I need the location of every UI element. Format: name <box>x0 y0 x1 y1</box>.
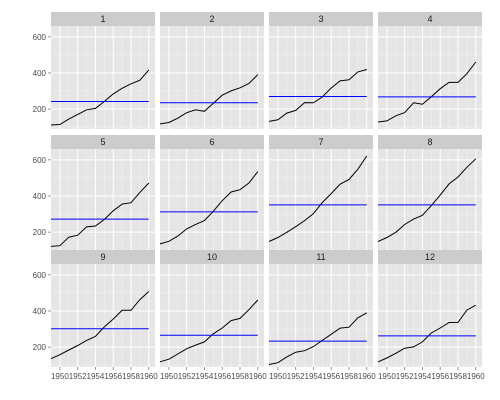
x-tick-label: 1960 <box>140 372 158 381</box>
x-tick-label: 1950 <box>160 372 178 381</box>
x-tick-label: 1954 <box>305 372 323 381</box>
x-tick-label: 1952 <box>69 372 87 381</box>
facet-label: 11 <box>316 252 325 262</box>
series-line-8 <box>377 158 477 242</box>
facet-label: 6 <box>209 137 214 147</box>
series-line-4 <box>377 61 477 123</box>
facet-panel-6: 6 <box>159 135 264 252</box>
panel-background <box>51 149 155 252</box>
series-line-7 <box>268 155 368 242</box>
facet-label: 9 <box>100 252 105 262</box>
series-line-10 <box>159 299 259 363</box>
x-tick-label: 1950 <box>269 372 287 381</box>
facet-label: 1 <box>100 14 105 24</box>
facet-panel-2: 2 <box>159 12 264 129</box>
facet-strip-3 <box>269 12 373 26</box>
panels: 1 2 3 45 6 7 89 10 11 12 <box>50 12 482 367</box>
panel-background <box>51 26 155 129</box>
facet-strip-8 <box>378 135 482 149</box>
x-tick-label: 1950 <box>51 372 69 381</box>
y-axis: 200 400 600 200 400 600 200 400 600 <box>33 33 51 352</box>
panel-background <box>160 149 264 252</box>
facet-panel-1: 1 <box>50 12 155 129</box>
x-tick-label: 1960 <box>249 372 267 381</box>
y-tick-label: 400 <box>33 69 47 78</box>
facet-panel-10: 10 <box>159 250 264 367</box>
facet-label: 8 <box>427 137 432 147</box>
y-tick-label: 600 <box>33 33 47 42</box>
panel-background <box>378 264 482 367</box>
x-tick-label: 1958 <box>449 372 467 381</box>
facet-strip-12 <box>378 250 482 264</box>
facet-panel-9: 9 <box>50 250 155 367</box>
panel-background <box>269 264 373 367</box>
y-tick-label: 200 <box>33 105 47 114</box>
series-line-1 <box>50 69 150 126</box>
panel-background <box>378 149 482 252</box>
facet-strip-5 <box>51 135 155 149</box>
panel-background <box>160 26 264 129</box>
facet-panel-5: 5 <box>50 135 155 252</box>
series-line-3 <box>268 69 367 122</box>
series-line-6 <box>159 171 259 245</box>
y-tick-label: 600 <box>33 156 47 165</box>
series-line-11 <box>268 312 368 365</box>
facet-label: 5 <box>100 137 105 147</box>
facet-label: 10 <box>207 252 217 262</box>
facet-panel-12: 12 <box>377 250 482 367</box>
facet-strip-11 <box>269 250 373 264</box>
x-tick-label: 1950 <box>378 372 396 381</box>
facet-strip-10 <box>160 250 264 264</box>
facet-label: 3 <box>318 14 323 24</box>
x-tick-label: 1960 <box>467 372 485 381</box>
series-line-12 <box>377 304 477 363</box>
x-tick-label: 1956 <box>213 372 231 381</box>
x-tick-label: 1952 <box>178 372 196 381</box>
x-tick-label: 1954 <box>414 372 432 381</box>
panel-background <box>160 264 264 367</box>
y-tick-label: 400 <box>33 307 47 316</box>
facet-label: 7 <box>318 137 323 147</box>
y-tick-label: 400 <box>33 192 47 201</box>
y-tick-label: 200 <box>33 343 47 352</box>
x-tick-label: 1952 <box>396 372 414 381</box>
facet-strip-6 <box>160 135 264 149</box>
facet-panel-4: 4 <box>377 12 482 129</box>
facet-strip-2 <box>160 12 264 26</box>
series-line-9 <box>50 291 150 360</box>
x-tick-label: 1956 <box>322 372 340 381</box>
x-tick-label: 1958 <box>122 372 140 381</box>
series-line-5 <box>50 182 150 247</box>
facet-panel-3: 3 <box>268 12 373 129</box>
panel-background <box>269 26 373 129</box>
x-tick-label: 1954 <box>87 372 105 381</box>
y-tick-label: 200 <box>33 228 47 237</box>
facet-panel-11: 11 <box>268 250 373 367</box>
panel-background <box>269 149 373 252</box>
facet-strip-1 <box>51 12 155 26</box>
x-tick-label: 1958 <box>340 372 358 381</box>
x-tick-label: 1960 <box>358 372 376 381</box>
x-tick-label: 1956 <box>431 372 449 381</box>
facet-panel-8: 8 <box>377 135 482 252</box>
facet-panel-7: 7 <box>268 135 373 252</box>
facet-label: 12 <box>425 252 435 262</box>
facet-label: 2 <box>209 14 214 24</box>
x-tick-label: 1954 <box>196 372 214 381</box>
series-line-2 <box>159 74 259 125</box>
facet-label: 4 <box>427 14 432 24</box>
x-tick-label: 1958 <box>231 372 249 381</box>
facet-strip-9 <box>51 250 155 264</box>
facet-strip-4 <box>378 12 482 26</box>
panel-background <box>378 26 482 129</box>
x-axis: 1950 1952 1954 1956 1958 1960 1950 1952 1954 1956… <box>51 367 485 381</box>
x-tick-label: 1952 <box>287 372 305 381</box>
facet-strip-7 <box>269 135 373 149</box>
x-tick-label: 1956 <box>104 372 122 381</box>
y-tick-label: 600 <box>33 271 47 280</box>
